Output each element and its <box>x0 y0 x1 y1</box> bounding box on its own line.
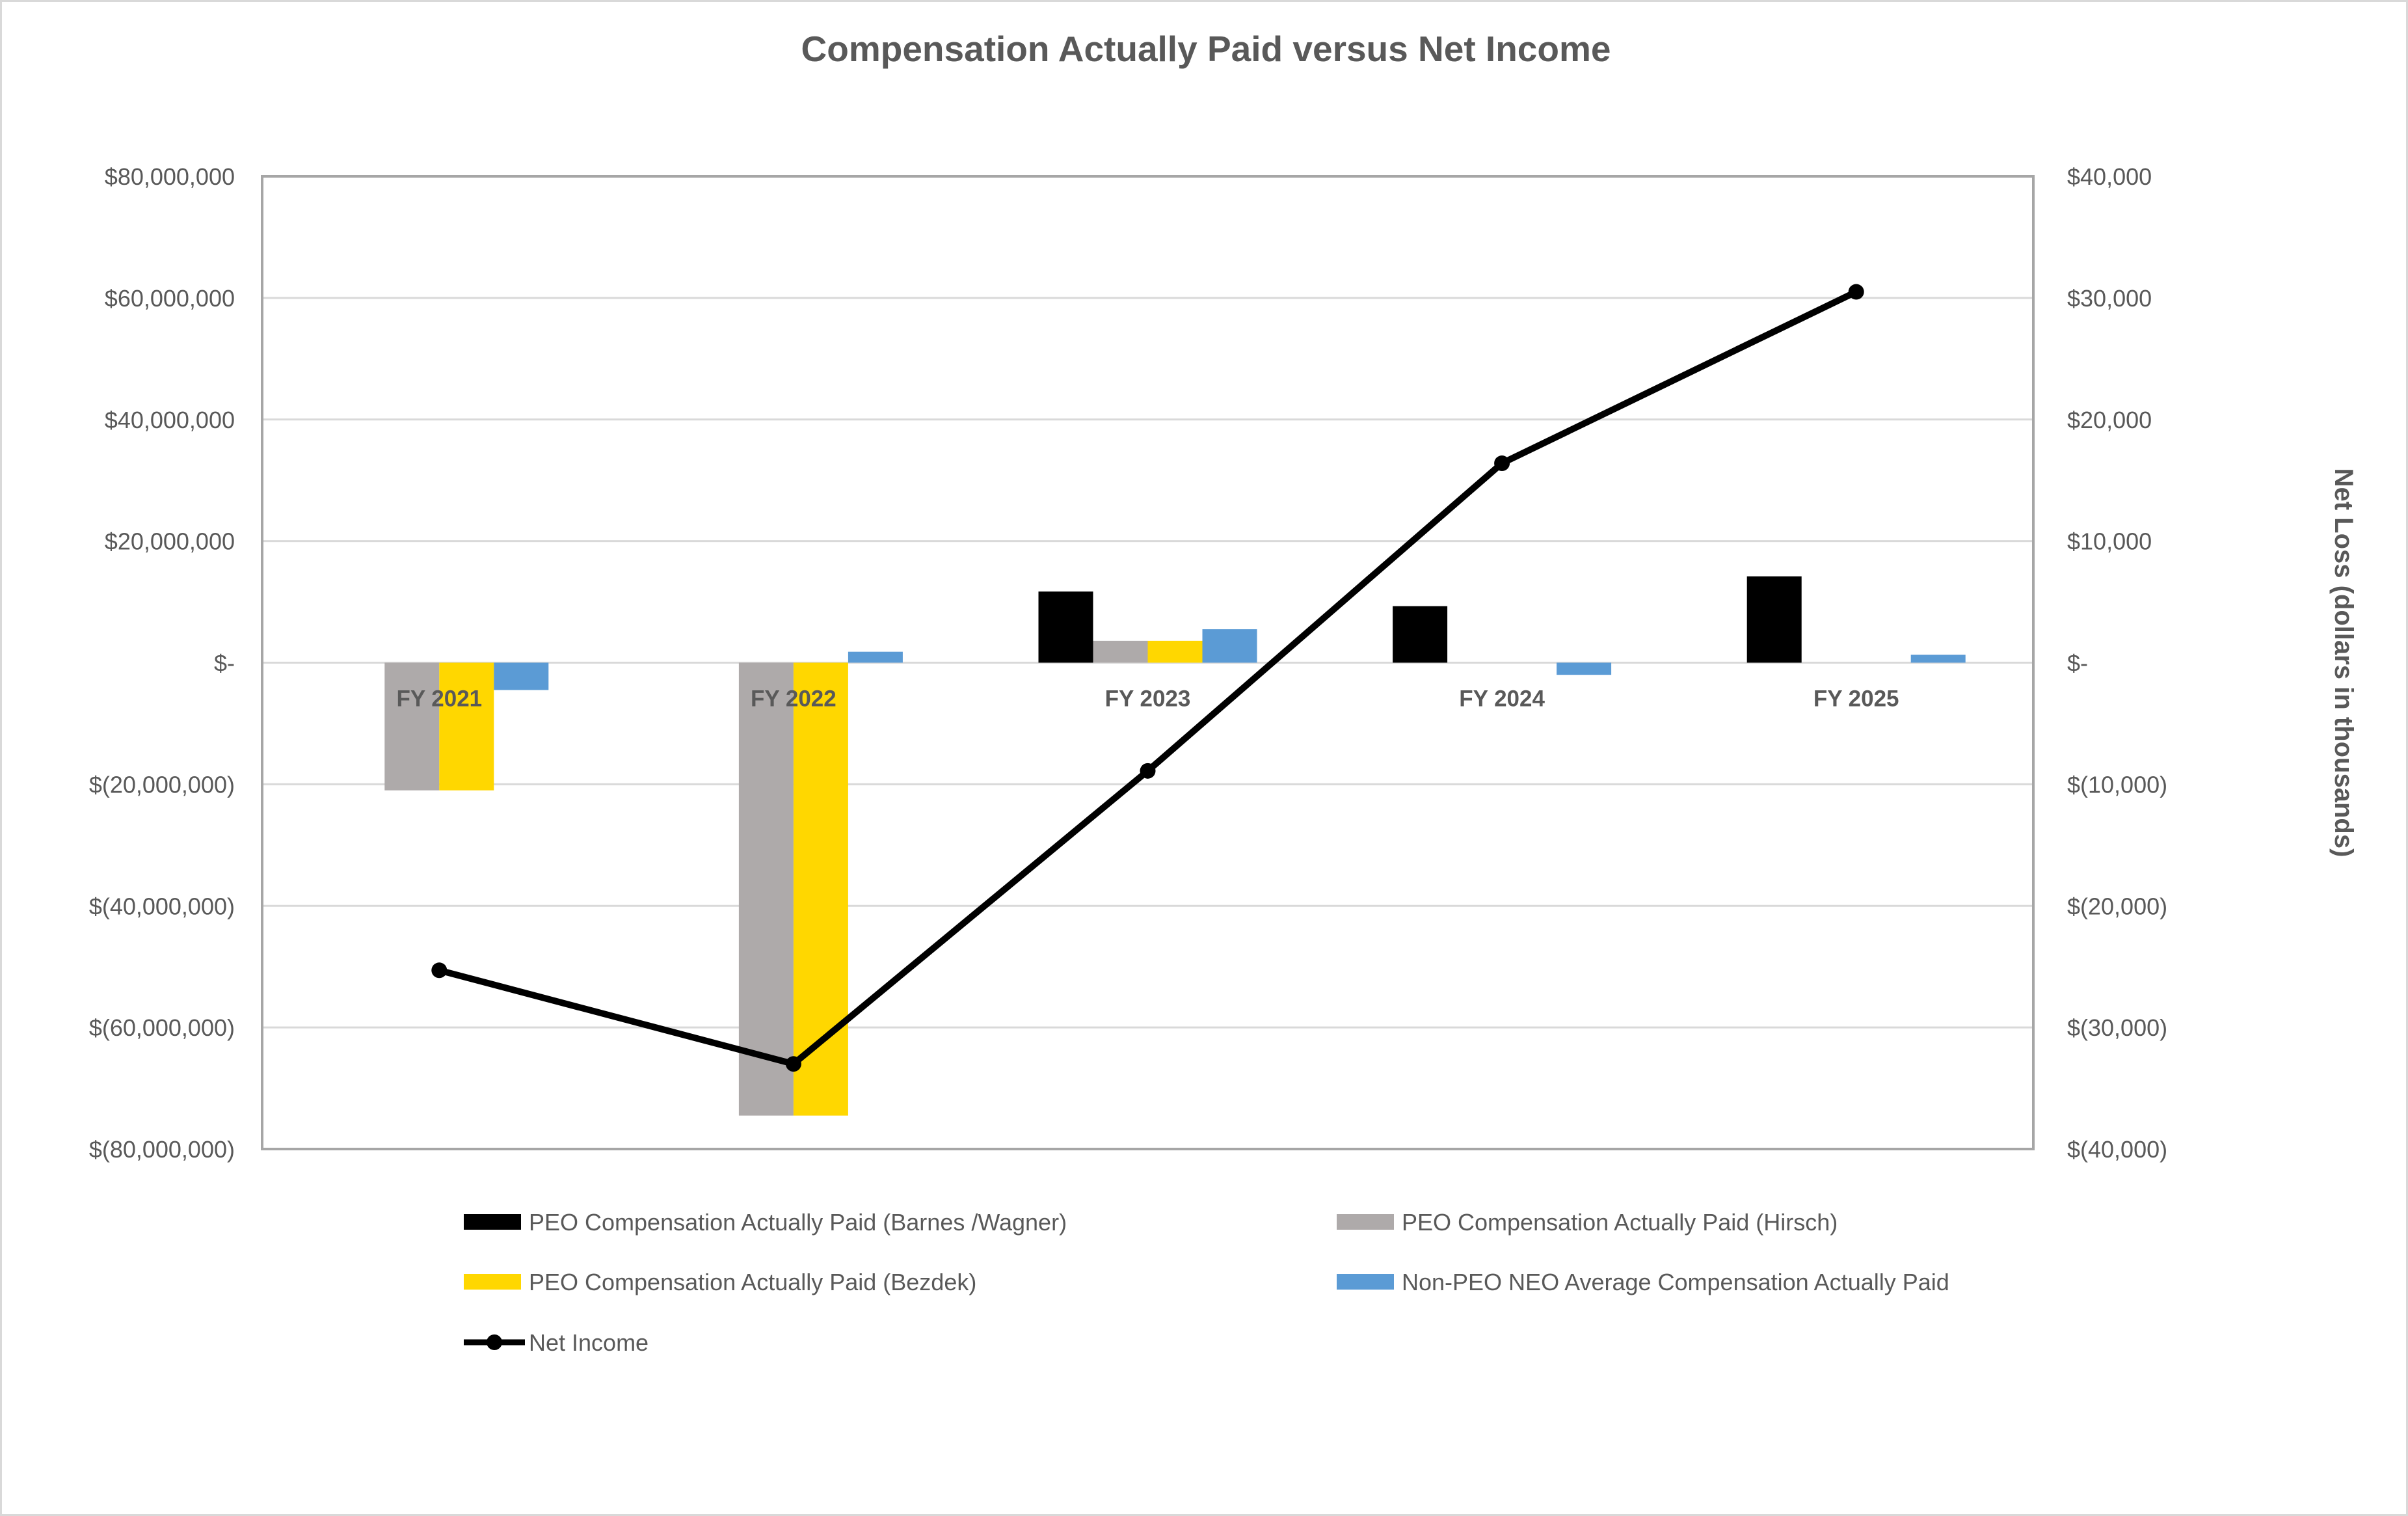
legend: PEO Compensation Actually Paid (Barnes /… <box>464 1209 1949 1356</box>
bar <box>1746 576 1802 663</box>
y-left-tick-label: $40,000,000 <box>105 407 235 433</box>
axis-ticks: $(80,000,000) $(40,000) $(60,000,000) $(30,… <box>89 163 2167 1163</box>
net-income-point <box>1140 763 1156 779</box>
legend-swatch <box>1337 1274 1394 1290</box>
gridlines <box>262 175 2033 1150</box>
y-right-tick-label: $(40,000) <box>2067 1136 2167 1163</box>
net-income-point <box>1494 455 1510 472</box>
y-right-tick-label: $20,000 <box>2067 407 2152 433</box>
net-income-point <box>785 1056 801 1072</box>
net-income-point <box>1848 284 1864 300</box>
bar <box>494 662 549 690</box>
x-category-label: FY 2025 <box>1813 686 1899 712</box>
x-category-label: FY 2022 <box>751 686 836 712</box>
legend-marker <box>487 1334 502 1350</box>
y-right-tick-label: $(20,000) <box>2067 893 2167 919</box>
x-category-label: FY 2024 <box>1459 686 1545 712</box>
legend-swatch <box>464 1274 521 1290</box>
y-left-tick-label: $(20,000,000) <box>89 771 235 798</box>
chart-title: Compensation Actually Paid versus Net In… <box>801 29 1611 69</box>
legend-label: PEO Compensation Actually Paid (Bezdek) <box>529 1269 976 1295</box>
y-right-tick-label: $10,000 <box>2067 528 2152 555</box>
y-right-tick-label: $40,000 <box>2067 163 2152 190</box>
y-left-tick-label: $(60,000,000) <box>89 1014 235 1041</box>
y-left-tick-label: $- <box>214 650 235 677</box>
bar <box>738 662 794 1116</box>
y-left-tick-label: $(80,000,000) <box>89 1136 235 1163</box>
legend-label: PEO Compensation Actually Paid (Hirsch) <box>1402 1209 1838 1236</box>
bar <box>439 662 494 791</box>
legend-label: Net Income <box>529 1329 649 1356</box>
legend-label: Non-PEO NEO Average Compensation Actuall… <box>1402 1269 1949 1295</box>
bar <box>1393 606 1448 663</box>
y-right-tick-label: $- <box>2067 650 2088 677</box>
net-income-polyline <box>438 289 1858 1068</box>
legend-label: PEO Compensation Actually Paid (Barnes /… <box>529 1209 1067 1236</box>
plot-area-border <box>261 175 2035 1150</box>
bar <box>1038 591 1093 663</box>
x-category-label: FY 2023 <box>1105 686 1191 712</box>
y2-axis-title: Net Loss (dollars in thousands) <box>2329 468 2358 858</box>
y-left-tick-label: $60,000,000 <box>105 285 235 312</box>
y-left-tick-label: $(40,000,000) <box>89 893 235 919</box>
bar-series <box>384 576 1966 1116</box>
bar <box>1147 640 1203 663</box>
y-right-tick-label: $(30,000) <box>2067 1014 2167 1041</box>
net-income-point <box>431 962 448 979</box>
y-right-tick-label: $30,000 <box>2067 285 2152 312</box>
bar <box>1093 640 1148 663</box>
bar <box>1557 662 1612 675</box>
legend-swatch <box>464 1214 521 1230</box>
y-left-tick-label: $20,000,000 <box>105 528 235 555</box>
bar <box>1202 629 1257 663</box>
bar <box>1910 655 1966 663</box>
net-income-line <box>431 284 1864 1072</box>
bar <box>793 662 848 1116</box>
bar <box>384 662 440 791</box>
legend-swatch <box>1337 1214 1394 1230</box>
bar <box>848 651 903 663</box>
y-right-tick-label: $(10,000) <box>2067 771 2167 798</box>
category-labels: FY 2021 FY 2022 FY 2023 FY 2024 FY 2025 <box>396 686 1899 712</box>
x-category-label: FY 2021 <box>396 686 482 712</box>
y-left-tick-label: $80,000,000 <box>105 163 235 190</box>
